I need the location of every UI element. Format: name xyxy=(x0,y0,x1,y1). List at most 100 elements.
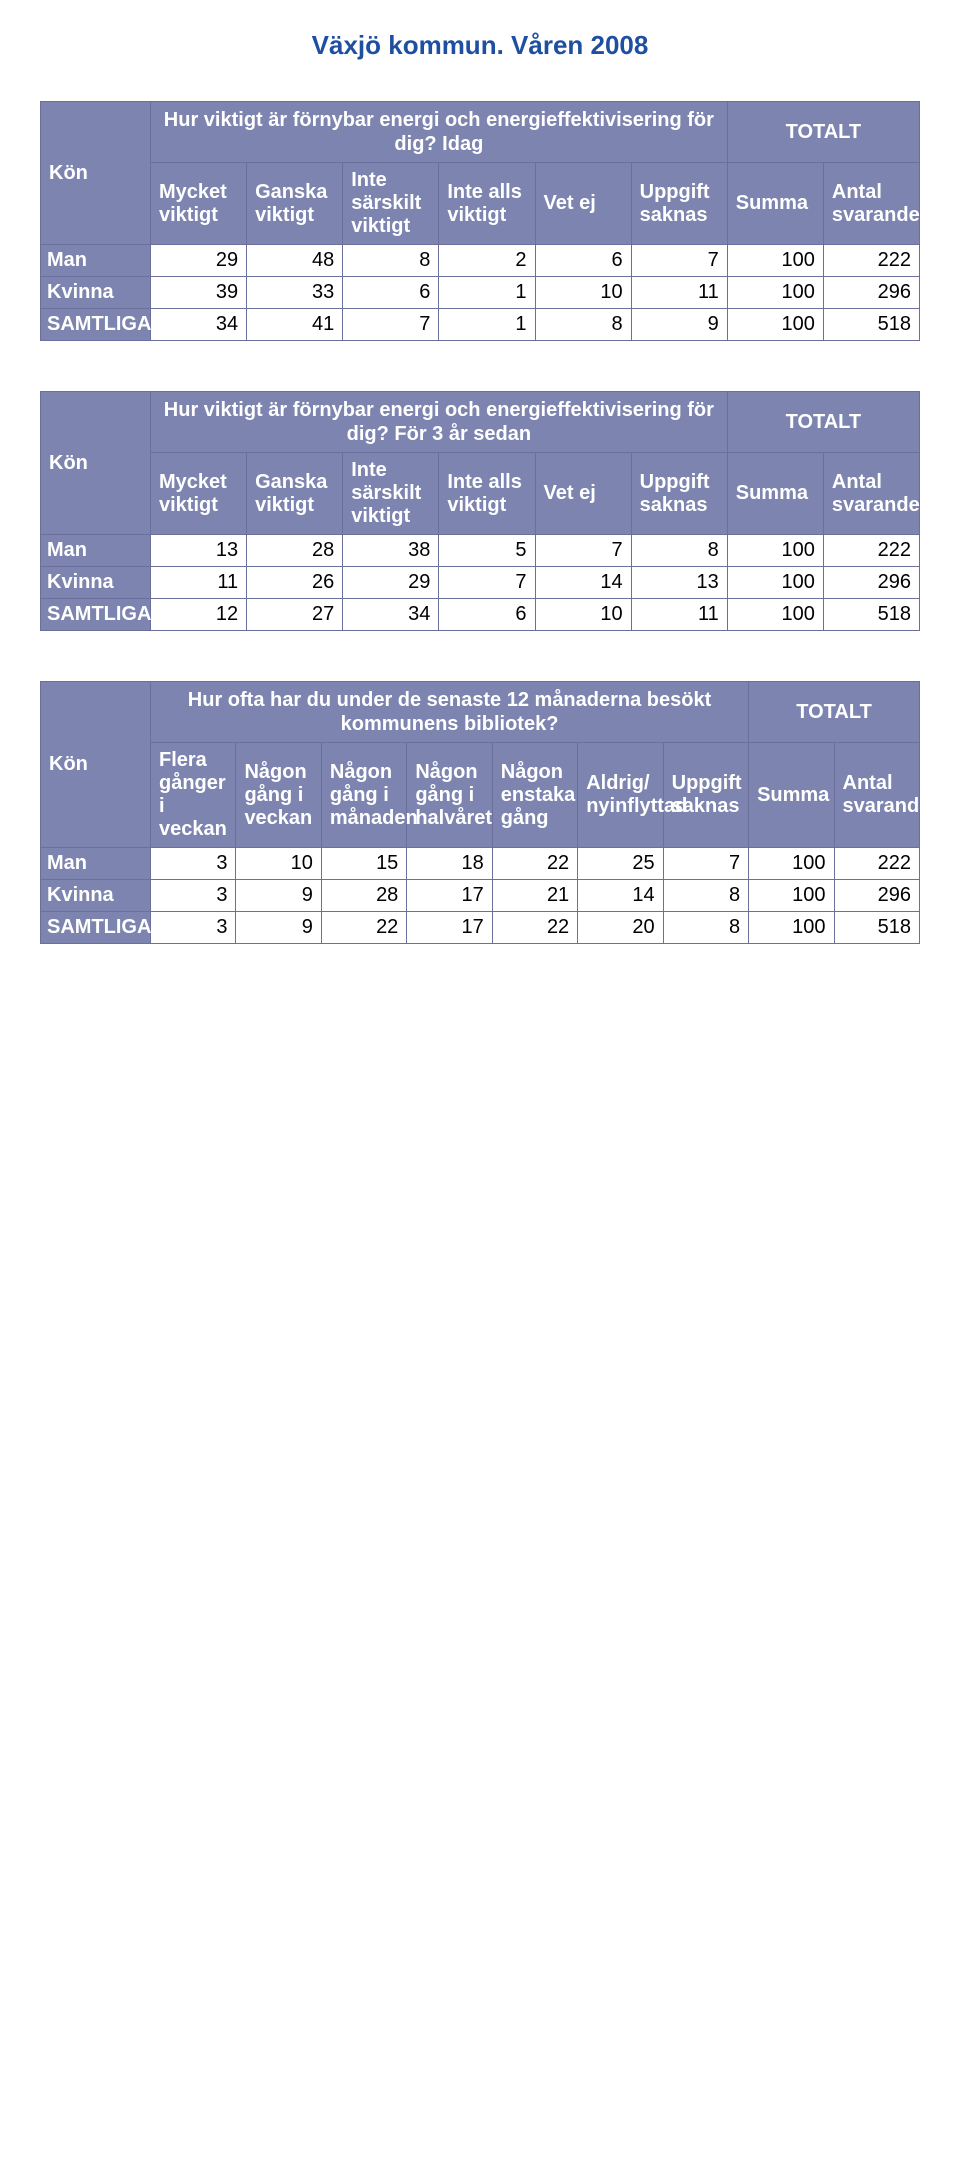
table-row: Kvinna 3 9 28 17 21 14 8 100 296 xyxy=(41,880,920,912)
table-row: Man 3 10 15 18 22 25 7 100 222 xyxy=(41,848,920,880)
col-antal: Antal svarande xyxy=(834,743,920,848)
cell: 12 xyxy=(151,599,247,631)
cell: 27 xyxy=(247,599,343,631)
col-antal: Antal svarande xyxy=(823,453,919,535)
cell: 5 xyxy=(439,535,535,567)
col-totalt: TOTALT xyxy=(727,392,919,453)
cell: 11 xyxy=(151,567,247,599)
cell: 100 xyxy=(749,880,834,912)
cell: 17 xyxy=(407,912,492,944)
cell: 3 xyxy=(151,848,236,880)
col-totalt: TOTALT xyxy=(727,102,919,163)
cell: 8 xyxy=(343,245,439,277)
cell: 18 xyxy=(407,848,492,880)
cell: 100 xyxy=(727,567,823,599)
cell: 6 xyxy=(439,599,535,631)
cell: 7 xyxy=(439,567,535,599)
cell: 100 xyxy=(749,848,834,880)
col-antal: Antal svarande xyxy=(823,163,919,245)
cell: 29 xyxy=(343,567,439,599)
cell: 6 xyxy=(535,245,631,277)
table-row: Kvinna 39 33 6 1 10 11 100 296 xyxy=(41,277,920,309)
table-energy-3years: Kön Hur viktigt är förnybar energi och e… xyxy=(40,391,920,631)
col-kon: Kön xyxy=(41,682,151,848)
cell: 7 xyxy=(663,848,748,880)
cell: 8 xyxy=(535,309,631,341)
cell: 13 xyxy=(151,535,247,567)
table-energy-today: Kön Hur viktigt är förnybar energi och e… xyxy=(40,101,920,341)
question-header: Hur viktigt är förnybar energi och energ… xyxy=(151,102,728,163)
col-summa: Summa xyxy=(727,163,823,245)
cell: 100 xyxy=(749,912,834,944)
col-kon: Kön xyxy=(41,102,151,245)
row-man: Man xyxy=(41,535,151,567)
cell: 296 xyxy=(823,277,919,309)
cell: 3 xyxy=(151,912,236,944)
cell: 7 xyxy=(535,535,631,567)
cell: 17 xyxy=(407,880,492,912)
cell: 222 xyxy=(834,848,920,880)
cell: 1 xyxy=(439,309,535,341)
table-row: Man 13 28 38 5 7 8 100 222 xyxy=(41,535,920,567)
cell: 15 xyxy=(321,848,406,880)
col-totalt: TOTALT xyxy=(749,682,920,743)
cell: 3 xyxy=(151,880,236,912)
cell: 34 xyxy=(151,309,247,341)
table-row: SAMTLIGA 34 41 7 1 8 9 100 518 xyxy=(41,309,920,341)
col-summa: Summa xyxy=(727,453,823,535)
cell: 296 xyxy=(834,880,920,912)
cell: 9 xyxy=(236,880,321,912)
cell: 518 xyxy=(823,599,919,631)
row-samtliga: SAMTLIGA xyxy=(41,599,151,631)
cell: 22 xyxy=(321,912,406,944)
cell: 13 xyxy=(631,567,727,599)
cell: 2 xyxy=(439,245,535,277)
cell: 100 xyxy=(727,245,823,277)
cell: 518 xyxy=(823,309,919,341)
cell: 14 xyxy=(578,880,663,912)
col-c3: Inte särskilt viktigt xyxy=(343,453,439,535)
table-library: Kön Hur ofta har du under de senaste 12 … xyxy=(40,681,920,944)
cell: 38 xyxy=(343,535,439,567)
cell: 6 xyxy=(343,277,439,309)
col-c1: Flera gånger i veckan xyxy=(151,743,236,848)
cell: 22 xyxy=(492,848,577,880)
col-c1: Mycket viktigt xyxy=(151,163,247,245)
cell: 222 xyxy=(823,535,919,567)
col-c6: Aldrig/ nyinflyttad xyxy=(578,743,663,848)
cell: 8 xyxy=(631,535,727,567)
row-man: Man xyxy=(41,245,151,277)
cell: 48 xyxy=(247,245,343,277)
col-saknas: Uppgift saknas xyxy=(631,453,727,535)
cell: 39 xyxy=(151,277,247,309)
cell: 34 xyxy=(343,599,439,631)
cell: 10 xyxy=(535,277,631,309)
cell: 14 xyxy=(535,567,631,599)
table-row: Man 29 48 8 2 6 7 100 222 xyxy=(41,245,920,277)
cell: 1 xyxy=(439,277,535,309)
col-vetej: Vet ej xyxy=(535,453,631,535)
cell: 20 xyxy=(578,912,663,944)
cell: 518 xyxy=(834,912,920,944)
table-row: Kvinna 11 26 29 7 14 13 100 296 xyxy=(41,567,920,599)
question-header: Hur ofta har du under de senaste 12 måna… xyxy=(151,682,749,743)
row-kvinna: Kvinna xyxy=(41,277,151,309)
cell: 7 xyxy=(631,245,727,277)
cell: 28 xyxy=(247,535,343,567)
cell: 100 xyxy=(727,309,823,341)
col-saknas: Uppgift saknas xyxy=(663,743,748,848)
col-c4: Någon gång i halvåret xyxy=(407,743,492,848)
cell: 10 xyxy=(236,848,321,880)
cell: 10 xyxy=(535,599,631,631)
col-c5: Någon enstaka gång xyxy=(492,743,577,848)
row-kvinna: Kvinna xyxy=(41,567,151,599)
cell: 8 xyxy=(663,880,748,912)
cell: 33 xyxy=(247,277,343,309)
cell: 9 xyxy=(236,912,321,944)
col-c3: Någon gång i månaden xyxy=(321,743,406,848)
col-c3: Inte särskilt viktigt xyxy=(343,163,439,245)
cell: 28 xyxy=(321,880,406,912)
col-c2: Ganska viktigt xyxy=(247,163,343,245)
col-vetej: Vet ej xyxy=(535,163,631,245)
cell: 25 xyxy=(578,848,663,880)
